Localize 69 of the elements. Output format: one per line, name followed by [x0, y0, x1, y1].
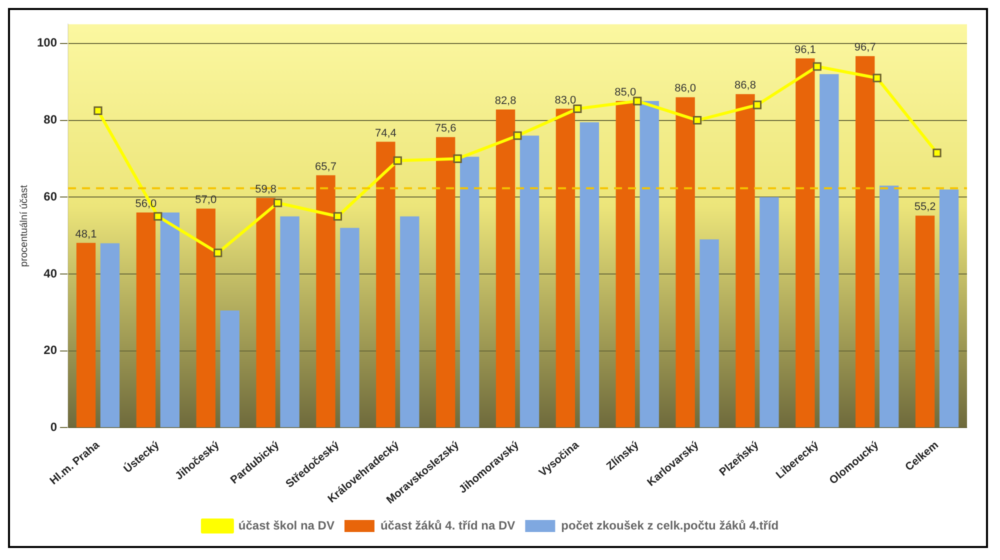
point: [333, 212, 342, 221]
data-label: 65,7: [315, 160, 336, 173]
y-tick-label: 20: [44, 343, 58, 358]
bar: [915, 216, 935, 428]
data-label: 82,8: [494, 95, 516, 108]
point: [513, 131, 522, 140]
y-axis-title: procentuální účast: [18, 184, 30, 267]
legend-label: účast žáků 4. tříd na DV: [380, 518, 516, 532]
bar: [640, 101, 659, 428]
bar: [856, 56, 875, 428]
bar: [400, 216, 420, 428]
y-tick-label: 100: [36, 36, 58, 50]
bar: [676, 97, 695, 428]
data-label: 75,6: [434, 122, 456, 135]
bar: [280, 216, 300, 428]
data-label: 59,8: [255, 183, 277, 196]
bar: [556, 108, 576, 428]
bar: [160, 212, 180, 428]
y-tick-label: 0: [50, 420, 58, 434]
data-label: 86,0: [674, 82, 696, 95]
bar: [939, 189, 959, 428]
point: [872, 74, 882, 82]
legend-label: počet zkoušek z celk.počtu žáků 4.tříd: [561, 518, 779, 532]
bar: [436, 137, 456, 428]
y-tick-label: 40: [44, 266, 58, 280]
bar: [796, 58, 815, 428]
data-label: 48,1: [75, 228, 97, 240]
point: [693, 116, 702, 125]
legend-label: účast škol na DV: [238, 518, 334, 532]
bar: [616, 101, 635, 428]
point: [393, 156, 402, 165]
data-label: 83,0: [554, 94, 576, 106]
data-label: 55,2: [914, 201, 936, 214]
bar: [820, 74, 839, 428]
point: [932, 148, 942, 158]
bar: [736, 94, 755, 428]
point: [573, 104, 582, 114]
bar: [880, 186, 899, 428]
point: [812, 62, 822, 71]
bar: [136, 212, 156, 428]
bar: [376, 142, 396, 428]
point: [453, 154, 462, 163]
data-label: 57,0: [195, 194, 217, 206]
bar: [700, 239, 719, 428]
bar: [196, 208, 216, 428]
bar: [76, 242, 96, 428]
point: [633, 96, 642, 106]
bar: [340, 228, 360, 428]
y-tick-label: 60: [44, 189, 58, 204]
data-label: 86,8: [734, 80, 756, 92]
bar: [760, 197, 779, 428]
y-tick-label: 80: [44, 112, 58, 127]
bar: [256, 198, 276, 428]
bar: [460, 156, 480, 428]
point: [274, 198, 282, 208]
point: [752, 100, 762, 110]
data-label: 74,4: [374, 127, 396, 140]
bar: [496, 110, 516, 428]
data-label: 96,1: [794, 44, 816, 56]
bar: [520, 136, 540, 428]
bar: [100, 243, 120, 428]
point: [214, 248, 222, 258]
point: [94, 106, 102, 115]
bar: [580, 122, 600, 428]
point: [154, 212, 162, 221]
bar: [316, 175, 336, 428]
data-label: 96,7: [854, 42, 876, 54]
data-label: 85,0: [614, 86, 636, 99]
bar: [220, 310, 240, 428]
